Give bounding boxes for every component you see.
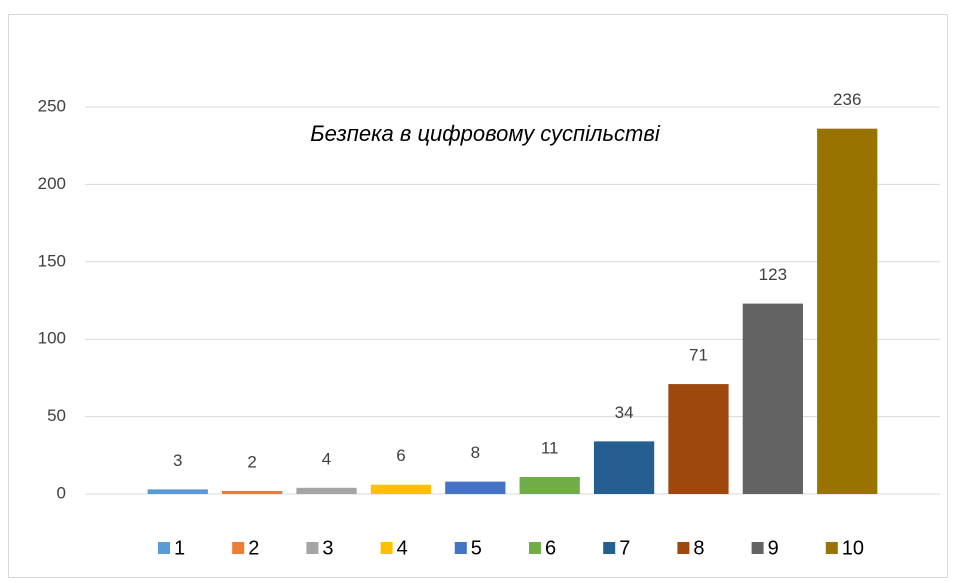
data-label: 4 <box>322 449 331 468</box>
legend-label: 3 <box>322 537 333 559</box>
bar <box>593 441 655 494</box>
legend-label: 10 <box>842 537 864 559</box>
legend-swatch <box>232 542 245 554</box>
legend-label: 6 <box>545 537 556 559</box>
bar <box>296 487 357 494</box>
data-label: 3 <box>173 451 182 470</box>
legend-swatch <box>306 542 319 554</box>
legend-swatch <box>825 542 838 554</box>
legend-label: 7 <box>619 537 630 559</box>
y-tick-label: 250 <box>38 96 66 115</box>
chart-title: Безпека в цифровому суспільстві <box>310 121 661 146</box>
bar <box>742 303 803 494</box>
bar <box>445 481 506 494</box>
y-tick-label: 0 <box>57 483 66 502</box>
data-label: 34 <box>615 403 634 422</box>
legend-swatch <box>677 542 690 554</box>
data-label: 11 <box>541 438 559 457</box>
data-label: 71 <box>689 346 708 365</box>
bar <box>147 489 208 494</box>
y-tick-label: 150 <box>38 251 66 270</box>
data-label: 2 <box>247 452 256 471</box>
legend-label: 4 <box>397 537 408 559</box>
data-label: 236 <box>833 90 861 109</box>
legend-swatch <box>751 542 764 554</box>
legend-swatch <box>529 542 541 554</box>
legend-swatch <box>380 542 393 554</box>
legend-label: 1 <box>174 537 185 559</box>
y-tick-label: 200 <box>38 174 66 193</box>
bar <box>519 476 580 494</box>
y-tick-label: 100 <box>38 329 66 348</box>
bar <box>668 384 729 494</box>
legend-label: 8 <box>693 537 704 559</box>
legend-label: 9 <box>768 537 779 559</box>
bar <box>222 490 283 494</box>
data-label: 8 <box>471 443 480 462</box>
data-label: 6 <box>396 446 405 465</box>
legend-label: 2 <box>248 537 259 559</box>
data-label: 123 <box>759 265 787 284</box>
y-tick-label: 50 <box>47 406 66 425</box>
legend-label: 5 <box>471 537 482 559</box>
bar <box>817 128 878 494</box>
legend-swatch <box>454 542 467 554</box>
bar <box>370 484 432 494</box>
legend-swatch <box>158 542 170 554</box>
legend-swatch <box>603 542 616 554</box>
